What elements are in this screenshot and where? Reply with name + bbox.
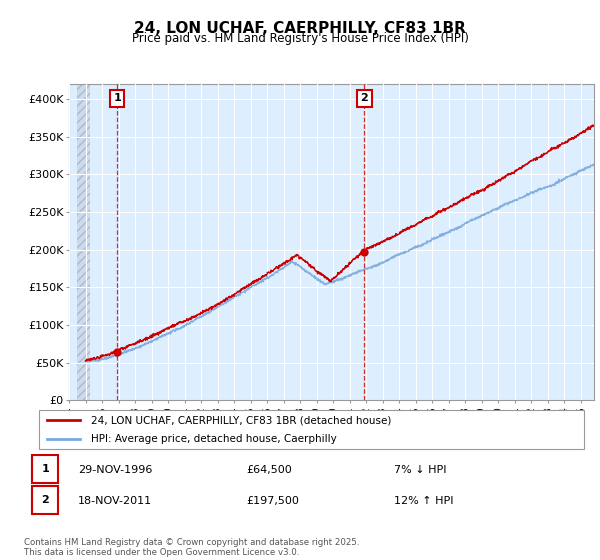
Text: 12% ↑ HPI: 12% ↑ HPI (394, 496, 454, 506)
Text: 18-NOV-2011: 18-NOV-2011 (78, 496, 152, 506)
FancyBboxPatch shape (32, 486, 58, 514)
Bar (77, 84, 91, 400)
Text: £64,500: £64,500 (246, 465, 292, 475)
Text: 29-NOV-1996: 29-NOV-1996 (78, 465, 152, 475)
FancyBboxPatch shape (32, 455, 58, 483)
Text: £197,500: £197,500 (246, 496, 299, 506)
Text: 7% ↓ HPI: 7% ↓ HPI (394, 465, 447, 475)
Text: 2: 2 (361, 93, 368, 103)
Text: 1: 1 (41, 464, 49, 474)
Text: Price paid vs. HM Land Registry's House Price Index (HPI): Price paid vs. HM Land Registry's House … (131, 32, 469, 45)
Text: 2: 2 (41, 495, 49, 505)
FancyBboxPatch shape (39, 410, 584, 449)
Text: 24, LON UCHAF, CAERPHILLY, CF83 1BR (detached house): 24, LON UCHAF, CAERPHILLY, CF83 1BR (det… (91, 415, 392, 425)
Text: Contains HM Land Registry data © Crown copyright and database right 2025.
This d: Contains HM Land Registry data © Crown c… (24, 538, 359, 557)
Text: 24, LON UCHAF, CAERPHILLY, CF83 1BR: 24, LON UCHAF, CAERPHILLY, CF83 1BR (134, 21, 466, 36)
Text: 1: 1 (113, 93, 121, 103)
Text: HPI: Average price, detached house, Caerphilly: HPI: Average price, detached house, Caer… (91, 435, 337, 445)
